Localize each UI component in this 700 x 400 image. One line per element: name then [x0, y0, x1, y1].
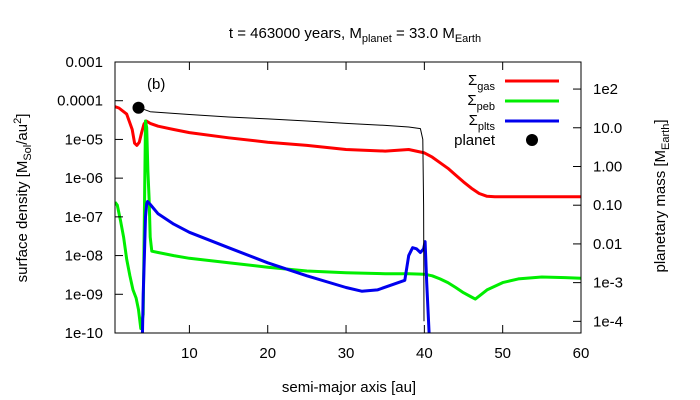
- x-tick-label: 30: [338, 345, 355, 362]
- y-tick-label-right: 1e-3: [593, 275, 623, 292]
- x-tick-label: 40: [416, 345, 433, 362]
- x-tick-label: 20: [259, 345, 276, 362]
- planet-mass-track: [139, 107, 425, 322]
- legend-item-peb: Σpeb: [467, 92, 559, 113]
- y-tick-label-left: 1e-09: [65, 286, 103, 303]
- y-tick-label-left: 1e-08: [65, 248, 103, 265]
- series-line-peb: [115, 119, 581, 331]
- legend-label: planet: [454, 132, 496, 149]
- x-tick-label: 60: [573, 345, 590, 362]
- legend-item-planet: planet: [454, 132, 538, 149]
- panel-label: (b): [147, 76, 165, 93]
- y-tick-label-right: 1e-4: [593, 313, 623, 330]
- y-tick-label-left: 1e-07: [65, 209, 103, 226]
- legend-item-gas: Σgas: [468, 72, 559, 93]
- y-tick-label-right: 10.0: [593, 120, 622, 137]
- title-subscript-planet: planet: [362, 33, 392, 45]
- title-subscript-earth: Earth: [455, 33, 481, 45]
- plot-frame: [114, 61, 582, 334]
- series-line-gas: [115, 105, 581, 199]
- y-tick-label-right: 1e2: [593, 81, 618, 98]
- y-tick-label-left: 1e-05: [65, 131, 103, 148]
- legend-item-plts: Σplts: [469, 112, 559, 133]
- legend-label: Σplts: [469, 112, 496, 133]
- legend-swatch: [526, 134, 538, 146]
- y-tick-label-left: 0.001: [65, 54, 103, 71]
- y-tick-label-right: 0.10: [593, 197, 622, 214]
- y-tick-label-left: 1e-10: [65, 325, 103, 342]
- y-tick-label-right: 0.01: [593, 236, 622, 253]
- x-tick-label: 10: [181, 345, 198, 362]
- x-axis-label: semi-major axis [au]: [282, 379, 416, 396]
- y-tick-label-left: 0.0001: [57, 93, 103, 110]
- y-axis-label-right: planetary mass [MEarth]: [652, 119, 672, 272]
- y-tick-label-left: 1e-06: [65, 170, 103, 187]
- y-tick-label-right: 1.00: [593, 158, 622, 175]
- series-line-plts: [140, 200, 431, 333]
- series-layer: [115, 101, 581, 333]
- x-tick-label: 50: [494, 345, 511, 362]
- planet-marker: [132, 101, 145, 114]
- ticks-layer: 10 20 30 40 50 60 0.001 0.0001 1e-05 1e-06 1e-07 1e…: [57, 54, 623, 362]
- legend-label: Σgas: [468, 72, 496, 93]
- legend-label: Σpeb: [467, 92, 495, 113]
- y-axis-label-left: surface density [MSol/au2]: [12, 114, 34, 283]
- chart-title: t = 463000 years, Mplanet = 33.0 MEarth: [229, 25, 481, 45]
